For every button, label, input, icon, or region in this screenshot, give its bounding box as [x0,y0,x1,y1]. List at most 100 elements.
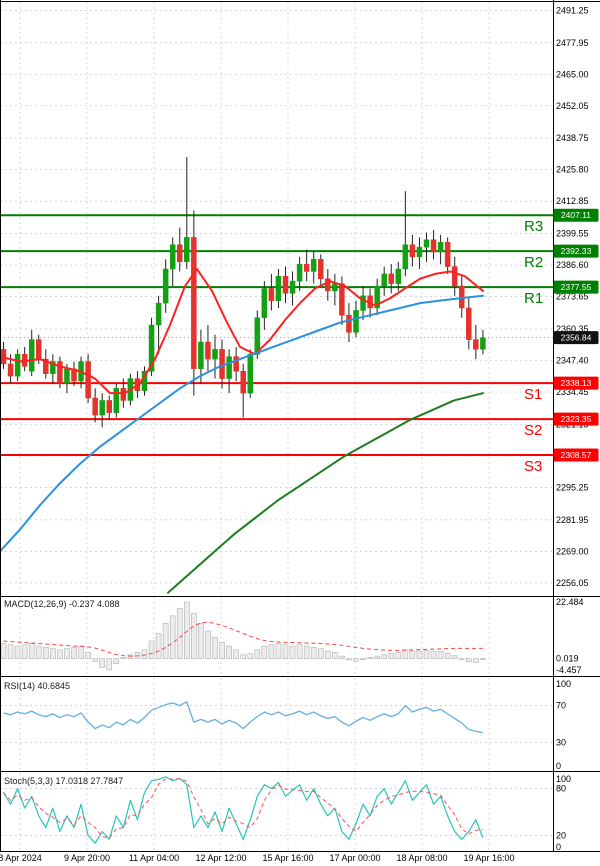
sr-label-s2: S2 [524,422,542,439]
candle-body [14,353,21,377]
price-tick-label: 2399.55 [556,229,589,239]
candle-body [381,273,387,287]
macd-histogram-bar [296,644,303,659]
candle-body [374,285,380,309]
price-tick-label: 2360.35 [556,324,589,334]
price-tick-label: 2295.25 [556,482,589,492]
candle-body [169,244,176,270]
macd-histogram-bar [219,641,225,659]
macd-histogram-bar [339,655,345,659]
macd-histogram-bar [451,655,458,659]
price-tick-label: 2452.05 [556,101,589,111]
rsi-panel[interactable] [3,701,484,734]
candle-body [451,266,458,287]
macd-histogram-bar [254,649,261,659]
macd-histogram-bar [127,654,134,659]
macd-histogram-bar [169,615,176,659]
date-label: 15 Apr 16:00 [262,853,313,863]
stoch-axis-label: 20 [556,830,566,840]
macd-panel[interactable] [0,601,486,671]
current-price-badge-text: 2356.84 [561,333,592,343]
macd-histogram-bar [402,649,409,659]
sr-label-s1: S1 [524,386,542,403]
candle-body [50,361,56,374]
macd-histogram-bar [473,658,479,663]
macd-axis-label: -4.457 [556,665,582,675]
rsi-axis-label: 70 [556,701,566,711]
macd-histogram-bar [226,645,232,659]
macd-histogram-bar [176,608,183,659]
candle-body [162,268,169,304]
rsi-line [3,701,484,734]
ma-fast-red-line [0,268,484,395]
macd-histogram-bar [191,613,197,659]
price-badges: 2407.11 2392.33 2377.55 2338.13 2323.35 2308.… [553,208,599,462]
macd-histogram-bar [141,649,148,659]
macd-indicator-label: MACD(12,26,9) -0.237 4.088 [4,599,120,609]
current-price-badge [553,331,599,345]
macd-histogram-bar [381,654,388,659]
price-tick-label: 2256.05 [556,578,589,588]
macd-histogram-bar [395,652,402,659]
candle-body [430,239,437,253]
candle-body [106,400,112,413]
macd-histogram-bar [240,654,246,659]
price-tick-label: 2269.00 [556,546,589,556]
macd-signal-line [3,621,483,657]
macd-histogram-bar [92,658,98,662]
candle-body [409,244,416,258]
price-tick-label: 2425.80 [556,165,589,175]
macd-histogram-bar [332,652,338,659]
candle-body [254,317,261,355]
candle-body [296,263,303,282]
macd-histogram-bar [99,658,105,668]
candle-body [191,237,197,370]
macd-histogram-bar [42,647,49,659]
level-badge-r1 [553,280,599,294]
candle-body [184,237,190,262]
stoch-axis-label: 80 [556,784,566,794]
date-label: 11 Apr 04:00 [129,853,179,863]
macd-histogram-bar [184,601,190,659]
macd-histogram-bar [155,633,162,659]
macd-histogram-bar [212,636,218,659]
candle-body [198,341,204,370]
stoch-d-line [3,778,483,839]
macd-histogram-bar [367,657,373,659]
candle-body [85,361,91,399]
candle-body [346,315,352,333]
macd-histogram-bar [317,648,324,659]
candle-body [205,341,211,360]
stoch-k-line [2,776,484,844]
price-axis[interactable]: 2491.25 2477.95 2465.00 2452.05 2438.75 2425.… [556,5,589,852]
macd-histogram-bar [275,643,282,659]
level-badge-r1-text: 2377.55 [561,282,592,292]
macd-histogram-bar [106,658,113,671]
macd-histogram-bar [346,658,352,661]
date-label: 8 Apr 2024 [0,853,42,863]
level-badge-r3 [553,208,599,222]
ma-mid-blue-line [0,294,484,553]
candle-body [310,259,317,272]
level-badge-s3 [553,448,599,462]
macd-axis-label: 22.484 [556,597,584,607]
candle-body [303,263,310,272]
candle-body [325,278,331,292]
date-label: 12 Apr 12:00 [195,853,246,863]
macd-histogram-bar [261,645,268,659]
candle-body [282,276,289,294]
candle-body [353,310,359,333]
date-label: 17 Apr 00:00 [329,853,380,863]
price-tick-label: 2477.95 [556,38,589,48]
macd-histogram-bar [480,658,486,660]
level-badge-s3-text: 2308.57 [561,450,592,460]
gridlines [0,2,553,851]
price-tick-label: 2386.60 [556,260,589,270]
level-badge-r3-text: 2407.11 [561,210,591,220]
stoch-panel[interactable] [2,776,484,844]
macd-axis-label: 0.019 [556,654,579,664]
candle-body [7,363,14,377]
date-axis[interactable]: 8 Apr 2024 9 Apr 20:00 11 Apr 04:00 12 Apr … [0,853,515,863]
